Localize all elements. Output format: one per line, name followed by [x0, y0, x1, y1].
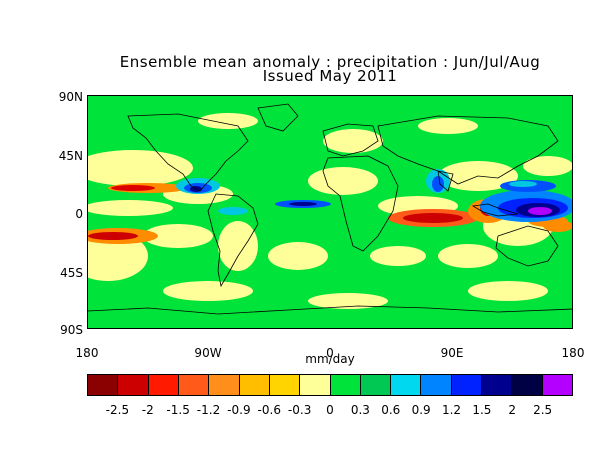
antarctica-outline	[88, 305, 572, 315]
color-scale-swatch	[542, 375, 572, 395]
color-scale-label: 0.3	[350, 403, 370, 417]
lat-label-45s: 45S	[60, 266, 83, 280]
color-scale-swatch	[512, 375, 543, 395]
south-america-outline	[207, 193, 259, 288]
africa-outline	[322, 155, 399, 252]
north-america-outline	[127, 113, 249, 192]
color-scale-swatch	[178, 375, 210, 395]
lat-label-90s: 90S	[60, 323, 83, 337]
color-scale-swatch	[421, 375, 452, 395]
color-scale-swatch	[88, 375, 119, 395]
map-svg	[88, 96, 572, 328]
lat-label-45n: 45N	[58, 149, 83, 163]
color-scale-label: 0.9	[411, 403, 431, 417]
greenland-outline	[257, 103, 299, 132]
chart-subtitle: Issued May 2011	[262, 67, 398, 85]
color-scale-label: -1.5	[166, 403, 190, 417]
color-scale-swatch	[209, 375, 240, 395]
color-scale-label: 1.5	[472, 403, 492, 417]
color-scale-label: -1.2	[196, 403, 221, 417]
color-scale-swatch	[300, 375, 331, 395]
color-scale-label: 2	[508, 403, 517, 417]
asia-outline	[377, 115, 559, 185]
wet-anomaly-regions	[176, 169, 572, 222]
color-scale-label: 0	[326, 403, 334, 417]
india-outline	[437, 170, 454, 192]
color-scale-swatch	[330, 375, 361, 395]
indonesia-outline	[471, 203, 519, 217]
color-scale-label: 2.5	[533, 403, 553, 417]
precipitation-anomaly-map	[87, 95, 573, 329]
color-scale-label: -0.3	[287, 403, 312, 417]
color-scale-swatch	[269, 375, 301, 395]
lon-label-90e: 90E	[440, 346, 464, 360]
lon-label-180e: 180	[561, 346, 585, 360]
color-scale-label: -2	[141, 403, 154, 417]
lon-label-0: 0	[326, 346, 334, 360]
color-scale-label: -2.5	[105, 403, 130, 417]
units-label: mm/day	[305, 352, 355, 366]
color-scale-swatch	[391, 375, 422, 395]
chart-title: Ensemble mean anomaly : precipitation : …	[119, 53, 541, 71]
color-scale-label: 1.2	[441, 403, 462, 417]
europe-outline	[322, 123, 379, 157]
color-scale-swatch	[118, 375, 149, 395]
color-scale-swatch	[148, 375, 179, 395]
color-scale-label: 0.6	[381, 403, 401, 417]
color-scale-swatch	[451, 375, 483, 395]
lon-label-90w: 90W	[194, 346, 222, 360]
color-scale-swatch	[482, 375, 513, 395]
lon-label-180w: 180	[75, 346, 99, 360]
lat-label-90n: 90N	[58, 90, 83, 104]
color-scale-label: -0.6	[257, 403, 281, 417]
australia-outline	[495, 225, 559, 267]
color-scale-label: -0.9	[227, 403, 251, 417]
color-scale-swatch	[360, 375, 392, 395]
lat-label-0: 0	[75, 207, 83, 221]
color-scale-bar	[87, 374, 573, 396]
color-scale-swatch	[239, 375, 270, 395]
continent-outlines	[88, 103, 572, 315]
